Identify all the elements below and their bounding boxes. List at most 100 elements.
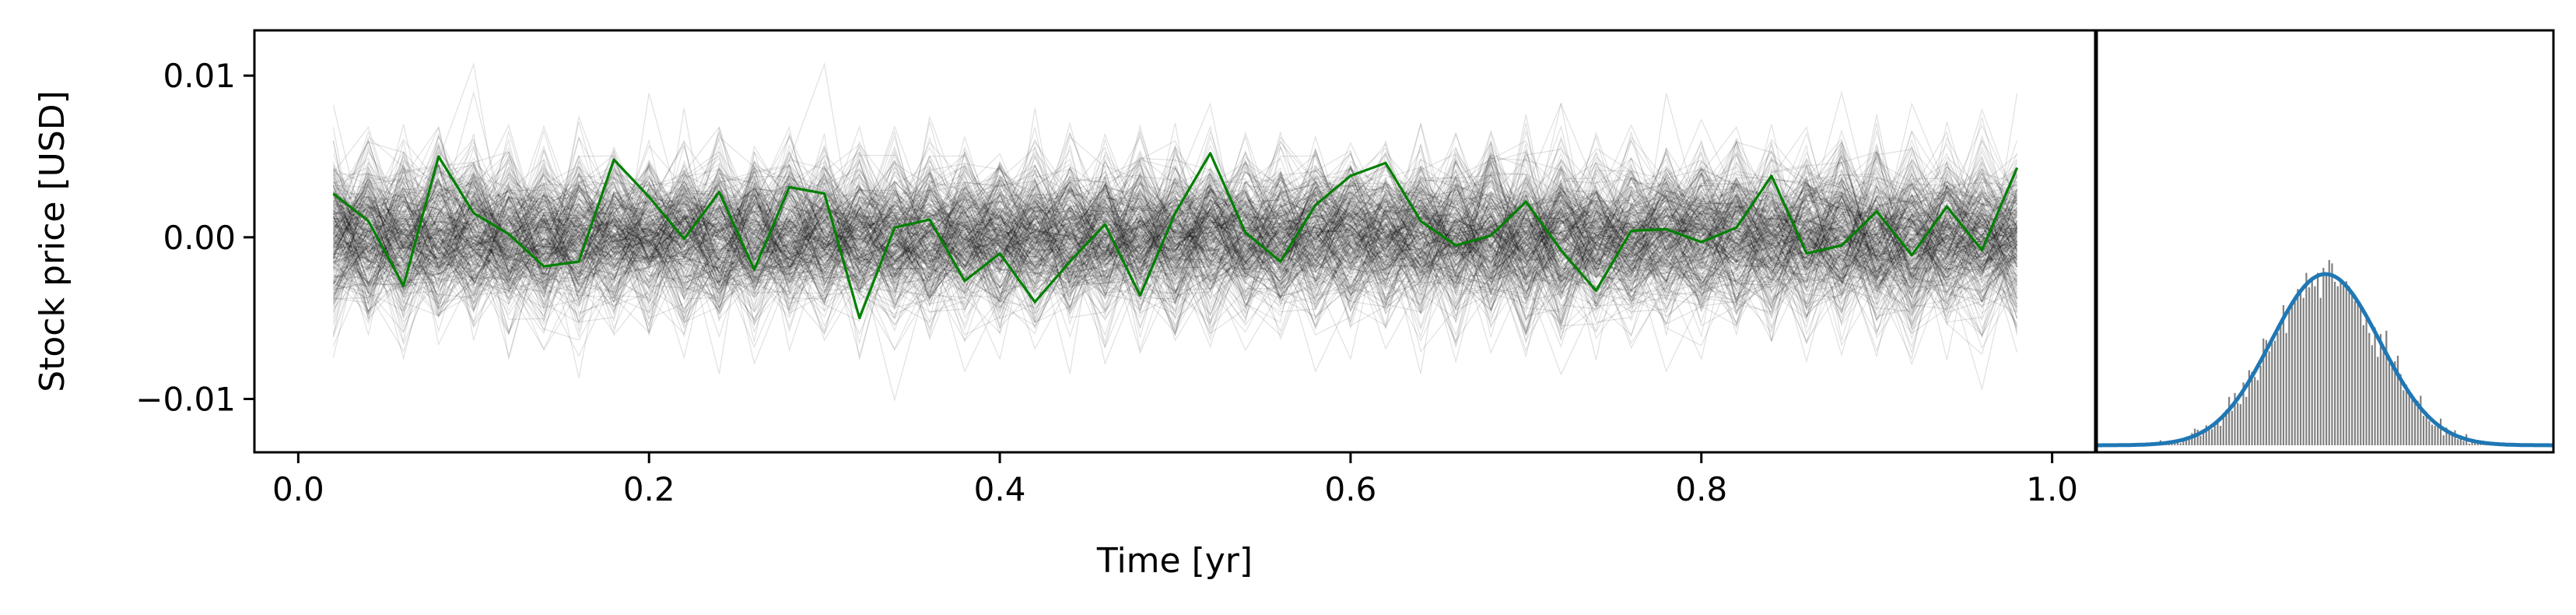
- x-tick-label: 0.0: [272, 470, 324, 508]
- background-path: [332, 173, 2018, 327]
- background-path: [333, 62, 2018, 346]
- background-path: [332, 131, 2018, 315]
- background-path: [332, 142, 2018, 320]
- histogram-bar: [2403, 390, 2405, 445]
- background-path: [332, 154, 2017, 322]
- background-path: [333, 141, 2017, 284]
- histogram-bar: [2394, 361, 2396, 445]
- histogram-bar: [2228, 396, 2231, 445]
- background-path: [332, 168, 2018, 336]
- background-path: [333, 157, 2017, 358]
- background-path: [332, 121, 2018, 299]
- background-path: [332, 168, 2018, 364]
- background-path: [333, 124, 2017, 336]
- histogram-bar: [2213, 423, 2216, 445]
- histogram-bar: [2251, 371, 2253, 445]
- background-path: [332, 145, 2017, 373]
- background-path: [332, 160, 2018, 341]
- background-path: [332, 153, 2017, 301]
- background-path: [333, 160, 2018, 317]
- background-path: [332, 150, 2018, 332]
- background-path: [332, 160, 2017, 337]
- background-path: [332, 148, 2018, 316]
- histogram-bar: [2413, 402, 2417, 445]
- background-path: [332, 165, 2018, 308]
- histogram-bar: [2411, 395, 2413, 445]
- background-path: [332, 157, 2018, 326]
- background-path: [332, 139, 2017, 315]
- histogram-bar: [2345, 281, 2347, 445]
- background-path: [332, 143, 2017, 304]
- background-path: [332, 144, 2018, 342]
- background-path: [333, 167, 2017, 319]
- histogram-bar: [2297, 289, 2299, 445]
- background-path: [332, 132, 2017, 316]
- background-path: [333, 131, 2017, 318]
- histogram-bar: [2217, 423, 2219, 445]
- background-path: [333, 160, 2018, 313]
- histogram-bar: [2448, 434, 2451, 445]
- histogram-bar: [2357, 303, 2359, 445]
- background-path: [333, 144, 2017, 323]
- background-path: [333, 150, 2017, 304]
- background-path: [333, 139, 2018, 353]
- background-path: [333, 151, 2018, 336]
- background-path: [333, 141, 2017, 309]
- background-path: [333, 148, 2018, 346]
- background-path: [333, 151, 2018, 365]
- background-path: [332, 160, 2018, 337]
- histogram-bar: [2454, 430, 2456, 445]
- background-path: [333, 125, 2018, 336]
- background-path: [332, 125, 2017, 315]
- background-path: [332, 147, 2018, 306]
- background-path: [333, 149, 2018, 327]
- background-path: [333, 114, 2018, 325]
- background-path: [333, 167, 2017, 310]
- background-path: [333, 144, 2018, 307]
- background-path: [332, 143, 2017, 338]
- background-path: [332, 139, 2018, 322]
- background-path: [332, 144, 2017, 312]
- background-path: [333, 184, 2017, 316]
- background-path: [333, 151, 2018, 334]
- background-path: [333, 114, 2018, 322]
- histogram-bar: [2242, 382, 2245, 445]
- histogram-bar: [2420, 395, 2422, 445]
- background-path: [333, 140, 2018, 326]
- histogram-bar: [2399, 374, 2402, 445]
- background-path: [333, 166, 2018, 336]
- x-axis: 0.0 0.2 0.4 0.6 0.8 1.0: [272, 452, 2078, 508]
- histogram-bar: [2237, 402, 2239, 445]
- background-path: [333, 144, 2018, 342]
- background-path: [332, 150, 2017, 374]
- background-path: [333, 150, 2018, 336]
- background-path: [332, 138, 2018, 357]
- histogram-bar: [2239, 404, 2241, 445]
- background-path: [333, 184, 2017, 304]
- background-path: [333, 142, 2018, 342]
- histogram-bar: [2302, 297, 2304, 445]
- background-path: [333, 145, 2018, 333]
- histogram-bar: [2211, 429, 2213, 445]
- histogram-bar: [2339, 281, 2342, 445]
- background-path: [332, 155, 2017, 341]
- background-path: [332, 129, 2018, 310]
- background-path: [333, 141, 2017, 304]
- histogram-bar: [2425, 412, 2427, 445]
- background-path: [333, 147, 2018, 323]
- x-tick-label: 0.4: [974, 470, 1026, 508]
- background-path: [332, 125, 2018, 314]
- histogram-bar: [2442, 435, 2445, 445]
- background-path: [333, 135, 2017, 348]
- background-path: [332, 102, 2017, 358]
- background-path: [332, 125, 2017, 321]
- background-path: [332, 175, 2018, 307]
- background-path: [333, 148, 2017, 343]
- histogram-bar: [2231, 410, 2233, 445]
- background-path: [332, 151, 2018, 343]
- background-path: [333, 150, 2017, 374]
- background-path: [333, 165, 2017, 320]
- histogram-plot-area: [2096, 30, 2553, 452]
- background-path: [333, 157, 2017, 358]
- background-path: [332, 157, 2018, 318]
